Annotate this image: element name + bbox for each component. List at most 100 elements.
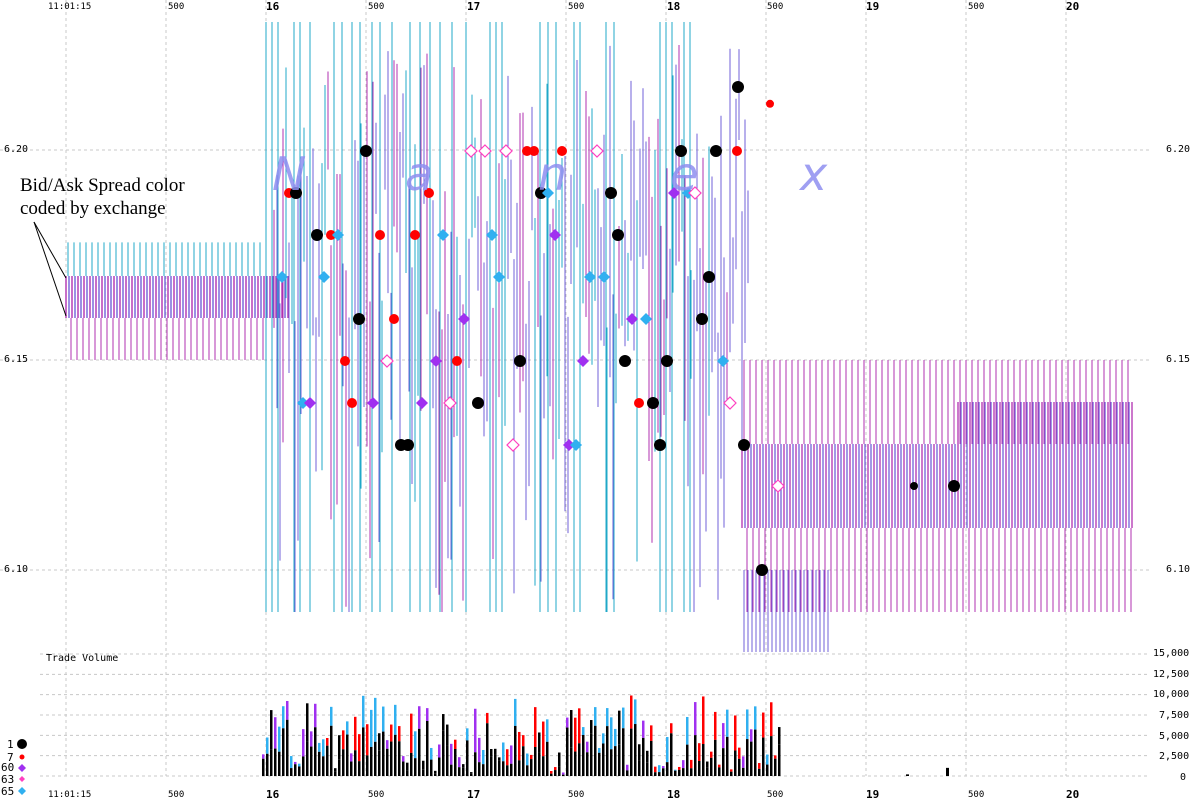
volume-bar-segment [542,721,545,757]
volume-bar-segment [494,748,497,755]
trade-marker-hollow [443,396,457,410]
volume-bar-segment [278,751,281,776]
volume-bar-segment [654,772,657,776]
volume-bar-segment [330,725,333,776]
trade-marker-black [619,355,631,367]
volume-bar-segment [454,748,457,776]
trade-marker-black [605,187,617,199]
volume-bar-segment [382,706,385,732]
trade-marker-red [452,356,462,366]
price-panel [0,0,1200,650]
volume-bar-segment [342,730,345,750]
volume-bar-segment [734,715,737,751]
watermark-letter: a [405,147,433,201]
watermark-letter: n [538,147,567,201]
volume-tick-label: 12,500 [1153,669,1189,680]
trade-marker-hollow [590,144,604,158]
volume-bar-segment [302,729,305,757]
volume-bar-segment [386,748,389,776]
volume-bar-segment [774,758,777,776]
annotation-line: Bid/Ask Spread color [20,175,185,196]
volume-bar-segment [750,741,753,776]
volume-bar-segment [770,702,773,737]
volume-bar-segment [322,756,325,776]
volume-bar-segment [778,744,781,776]
volume-bar [906,774,909,776]
volume-bar-segment [682,768,685,776]
volume-bar-segment [718,767,721,776]
volume-bar-segment [482,749,485,765]
volume-bar-segment [470,773,473,776]
trade-marker-black [710,145,722,157]
volume-bar-segment [706,761,709,768]
trade-marker-black [696,313,708,325]
volume-bar-segment [462,767,465,776]
trade-marker-red [557,146,567,156]
volume-bar-segment [402,761,405,776]
volume-bar-segment [378,750,381,776]
volume-bar-segment [346,734,349,776]
volume-bar-segment [598,748,601,753]
volume-bar-segment [614,746,617,776]
volume-bar-segment [554,770,557,776]
trade-marker-hollow [723,396,737,410]
price-tick-label: 6.15 [4,354,28,365]
volume-tick-label: 15,000 [1153,648,1189,659]
trade-marker-black [402,439,414,451]
volume-bar-segment [366,724,369,756]
volume-bar-segment [522,746,525,776]
volume-bar-segment [642,737,645,776]
volume-bar-segment [354,750,357,776]
time-tick-label: 18 [667,0,680,13]
time-tick-label: 500 [568,2,584,12]
volume-bar-segment [622,728,625,776]
time-tick-label: 18 [667,788,680,800]
volume-bar-segment [362,727,365,776]
volume-bar-segment [502,742,505,762]
volume-bar-segment [390,741,393,776]
legend-marker-diamond-icon [19,776,25,782]
trade-marker-black [703,271,715,283]
volume-bar-segment [270,710,273,750]
trade-marker-red [732,146,742,156]
trade-marker-black [647,397,659,409]
trade-marker-purple [416,397,428,409]
volume-bar-segment [434,770,437,774]
exchange-legend: 1 7 60 63 65 [1,738,27,798]
volume-bar-segment [670,723,673,734]
volume-bar-segment [450,743,453,765]
volume-bar-segment [626,770,629,776]
trade-marker-purple [367,397,379,409]
volume-bar-segment [290,756,293,769]
volume-bar-segment [466,740,469,776]
volume-bar-segment [570,747,573,776]
volume-bar-segment [650,740,653,776]
price-tick-label: 6.10 [1166,564,1190,575]
volume-bar-segment [510,745,513,764]
volume-bar-segment [718,764,721,768]
volume-bar-segment [294,761,297,765]
volume-bar-segment [438,744,441,758]
volume-bar-segment [326,738,329,746]
trade-marker-purple [668,187,680,199]
volume-bar-segment [398,741,401,776]
trade-marker-purple [563,439,575,451]
volume-bar-segment [678,769,681,776]
volume-bar-segment [754,706,757,730]
volume-bar-segment [314,703,317,728]
volume-bar-segment [634,724,637,776]
volume-bar-segment [534,747,537,776]
trade-marker-red [340,356,350,366]
trade-marker-red [347,398,357,408]
volume-bar-segment [498,757,501,761]
annotation-pointer [33,221,67,279]
volume-bar-segment [714,739,717,776]
volume-bar-segment [262,758,265,776]
trade-marker-purple [304,397,316,409]
volume-bar-segment [714,711,717,740]
price-axis-right: 6.20 6.15 6.10 [1166,144,1190,575]
volume-bar-segment [654,766,657,773]
trade-marker-black [661,355,673,367]
watermark-letter: x [798,147,828,201]
